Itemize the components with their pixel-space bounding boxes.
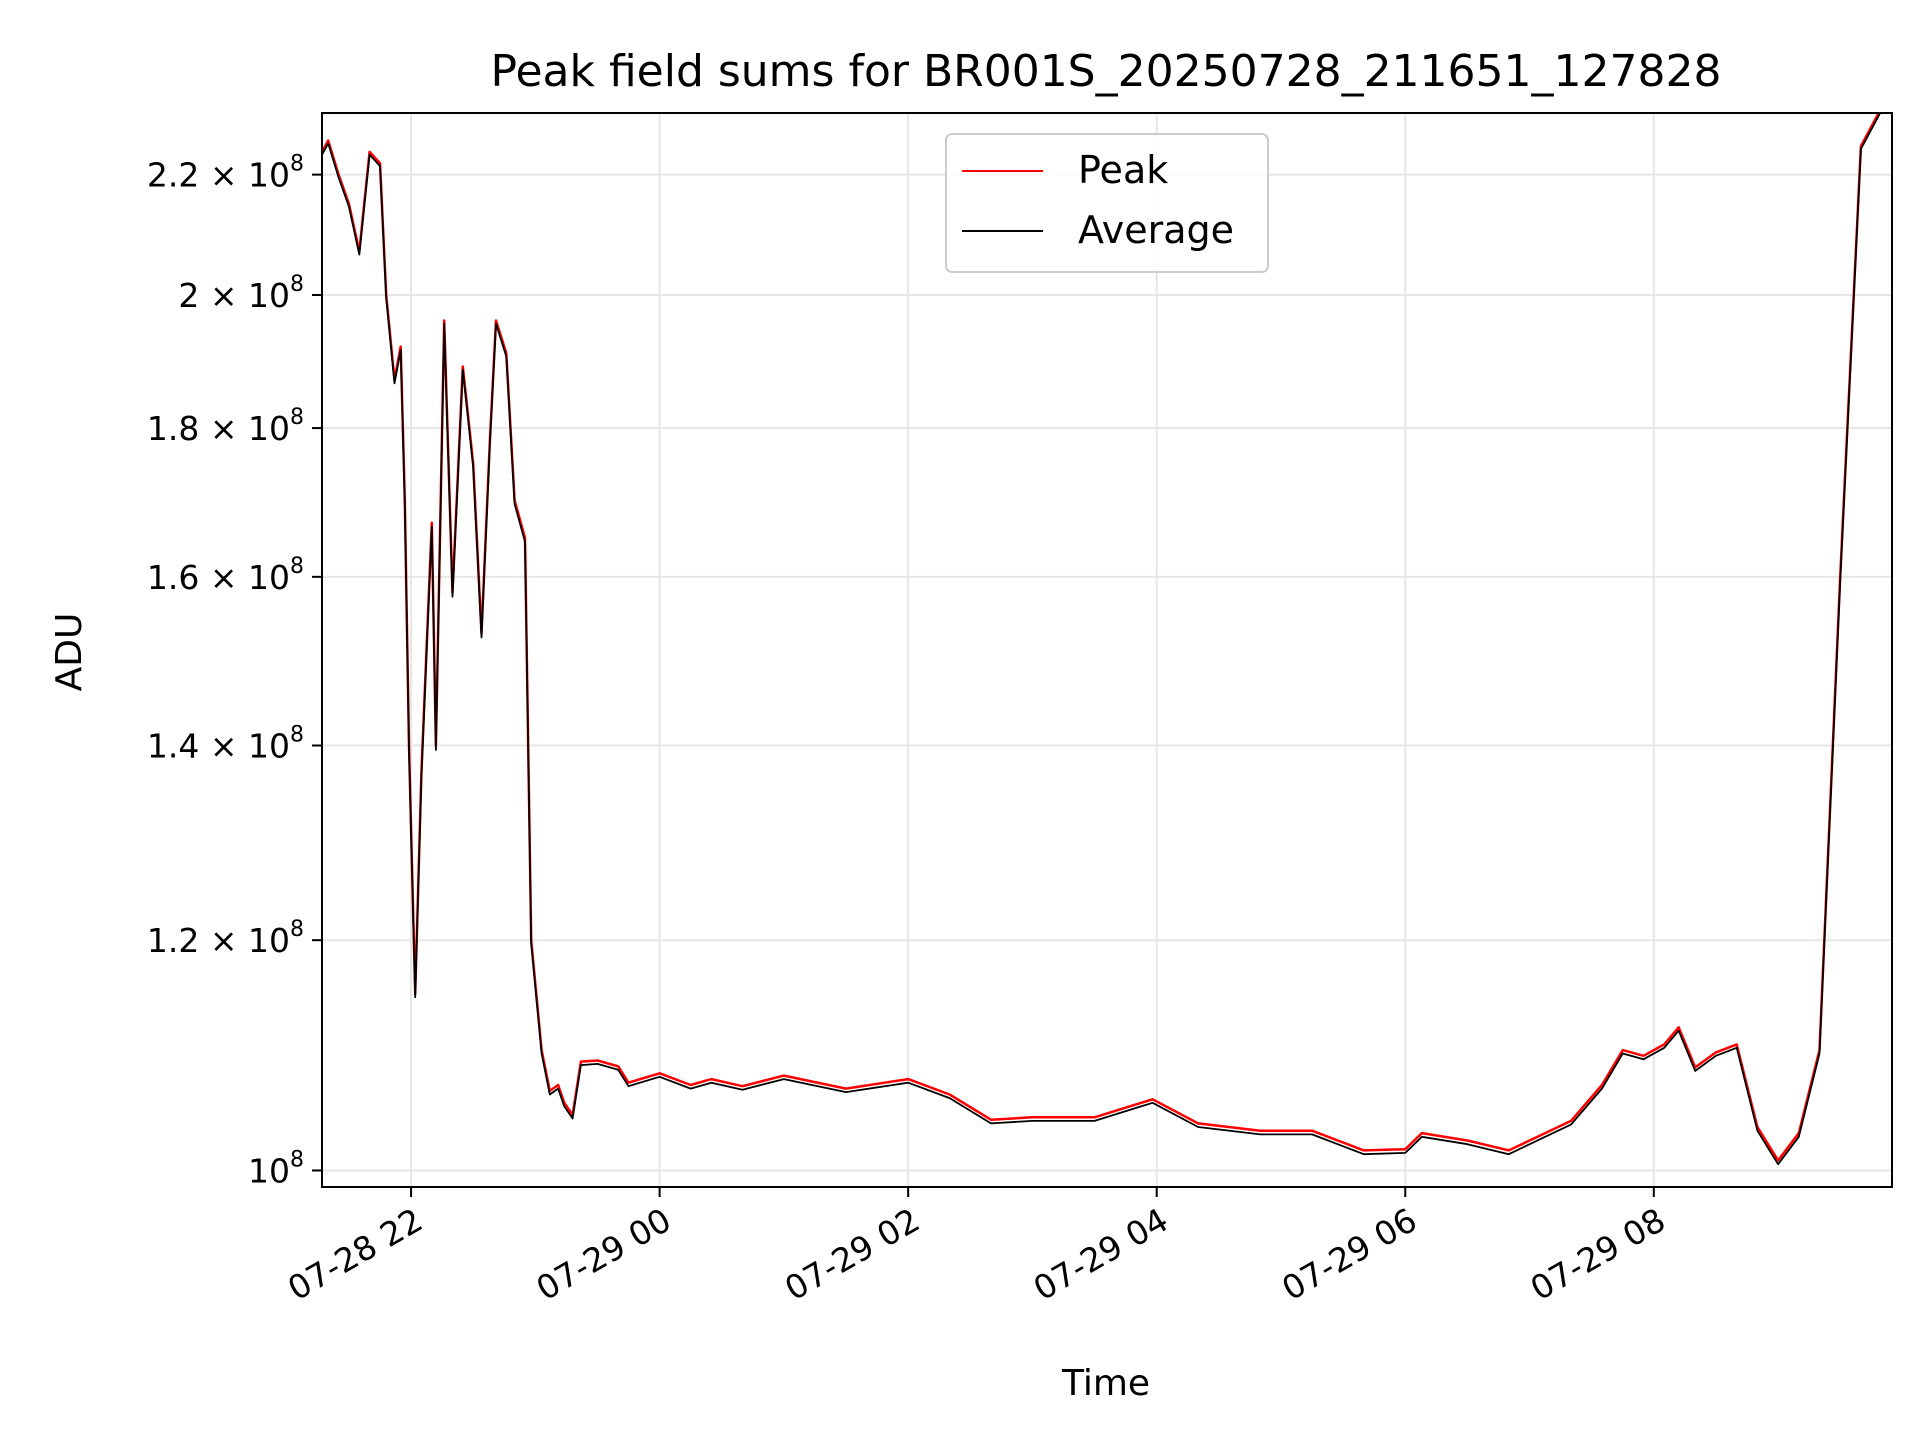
y-tick-label: 1.4 × 108	[147, 722, 304, 765]
y-tick-label: 2 × 108	[178, 272, 304, 315]
legend-label-peak: Peak	[1078, 148, 1168, 192]
series-line-average	[322, 113, 1882, 1166]
y-tick-label: 1.2 × 108	[147, 917, 304, 960]
y-axis-label: ADU	[49, 613, 90, 692]
legend-label-average: Average	[1078, 208, 1234, 252]
y-tick-label: 1.8 × 108	[147, 405, 304, 448]
y-tick-label: 1.6 × 108	[147, 554, 304, 597]
grid	[322, 113, 1892, 1187]
chart-title: Peak field sums for BR001S_20250728_2116…	[490, 46, 1721, 97]
legend: Peak Average	[945, 133, 1269, 273]
y-tick-label: 2.2 × 108	[147, 152, 304, 195]
plot-area-frame	[321, 112, 1893, 1188]
y-axis-ticks: 108 1.2 × 108 1.4 × 108 1.6 × 108 1.8 × 108 2…	[147, 152, 322, 1190]
series-lines	[322, 113, 1882, 1166]
x-axis-label: Time	[1061, 1363, 1150, 1404]
legend-box	[945, 133, 1269, 273]
y-tick-label: 108	[248, 1147, 304, 1190]
